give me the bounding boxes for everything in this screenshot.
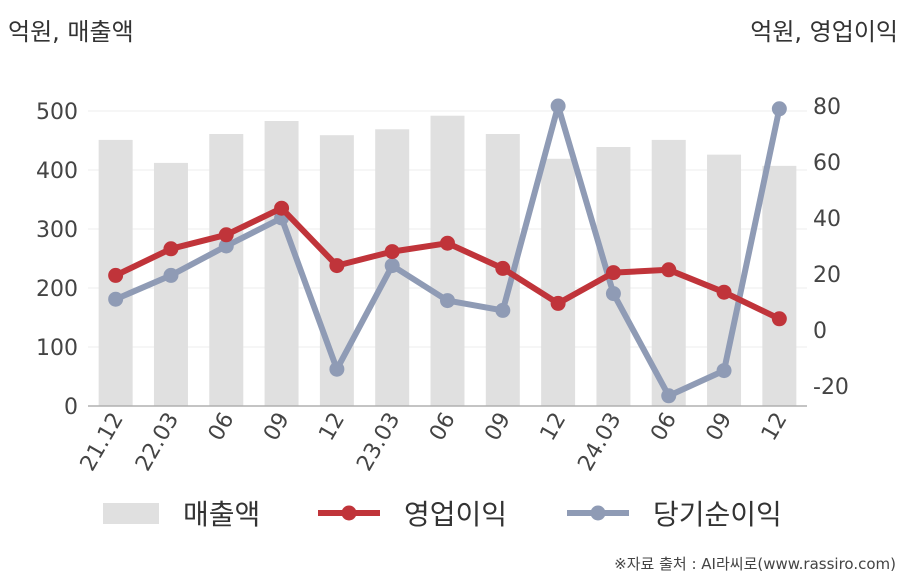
x-axis-tick: 12: [536, 409, 572, 446]
point-net-income-12: [771, 101, 787, 117]
legend-marker: [590, 505, 606, 521]
right-axis-tick: -20: [813, 375, 849, 400]
legend-label: 매출액: [183, 498, 260, 531]
x-axis-tick: 12: [757, 409, 793, 446]
left-axis-tick: 400: [36, 159, 78, 184]
point-net-income-6: [440, 293, 455, 309]
bar-revenue-12: [762, 165, 797, 406]
right-axis-tick: 60: [813, 151, 841, 176]
x-axis-tick: 09: [259, 409, 295, 446]
right-axis-tick: 80: [813, 95, 841, 120]
point-operating-profit-2: [218, 227, 234, 243]
bar-revenue-2: [209, 134, 244, 406]
legend-operating-profit: 영업이익: [318, 498, 507, 531]
legend-marker: [341, 505, 357, 521]
point-operating-profit-5: [384, 244, 400, 260]
bar-revenue-3: [264, 121, 299, 406]
point-net-income-8: [550, 98, 566, 114]
bar-revenue-8: [541, 158, 576, 406]
point-net-income-4: [329, 361, 345, 377]
point-operating-profit-7: [495, 260, 511, 276]
source-credit: ※자료 출처 : AI라씨로(www.rassiro.com): [614, 555, 896, 573]
x-axis-tick: 23.03: [352, 409, 405, 476]
left-axis-tick: 200: [36, 277, 78, 302]
left-axis-tick: 300: [36, 218, 78, 243]
right-axis-tick: 0: [813, 319, 827, 344]
point-net-income-9: [605, 286, 621, 302]
right-axis-tick: 20: [813, 263, 841, 288]
x-axis-tick: 09: [480, 409, 516, 446]
legend-label: 영업이익: [404, 498, 507, 531]
point-operating-profit-10: [661, 262, 677, 278]
point-net-income-1: [163, 267, 179, 283]
point-operating-profit-6: [440, 235, 455, 251]
legend-net-income: 당기순이익: [567, 498, 782, 531]
point-operating-profit-9: [605, 265, 621, 281]
left-axis-tick: 100: [36, 336, 78, 361]
legend-revenue: 매출액: [103, 498, 260, 531]
point-net-income-11: [716, 363, 732, 379]
left-axis-tick: 500: [36, 100, 78, 125]
x-axis-tick: 24.03: [573, 409, 626, 476]
right-axis-unit-label: 억원, 영업이익: [750, 18, 898, 46]
point-net-income-7: [495, 302, 511, 318]
point-operating-profit-3: [274, 200, 290, 216]
x-axis-tick: 12: [314, 409, 350, 446]
point-operating-profit-8: [550, 295, 566, 311]
x-axis-tick: 06: [425, 409, 461, 446]
left-axis-tick: 0: [64, 395, 78, 420]
point-operating-profit-1: [163, 241, 179, 257]
x-axis-tick: 06: [204, 409, 240, 446]
point-net-income-5: [384, 258, 400, 274]
point-operating-profit-11: [716, 284, 732, 300]
point-net-income-0: [108, 291, 124, 307]
x-axis-tick: 06: [646, 409, 682, 446]
right-axis-tick: 40: [813, 207, 841, 232]
point-operating-profit-12: [771, 311, 787, 327]
bar-revenue-6: [430, 115, 465, 406]
x-axis-tick: 09: [702, 409, 738, 446]
legend-swatch: [103, 503, 159, 524]
x-axis-tick: 22.03: [131, 409, 184, 476]
legend-label: 당기순이익: [653, 498, 782, 531]
point-net-income-10: [661, 388, 677, 404]
point-operating-profit-0: [108, 267, 124, 283]
point-net-income-2: [218, 238, 234, 254]
x-axis-tick: 21.12: [76, 409, 129, 476]
bar-revenue-1: [153, 162, 188, 406]
left-axis-unit-label: 억원, 매출액: [8, 18, 134, 46]
point-operating-profit-4: [329, 258, 345, 274]
